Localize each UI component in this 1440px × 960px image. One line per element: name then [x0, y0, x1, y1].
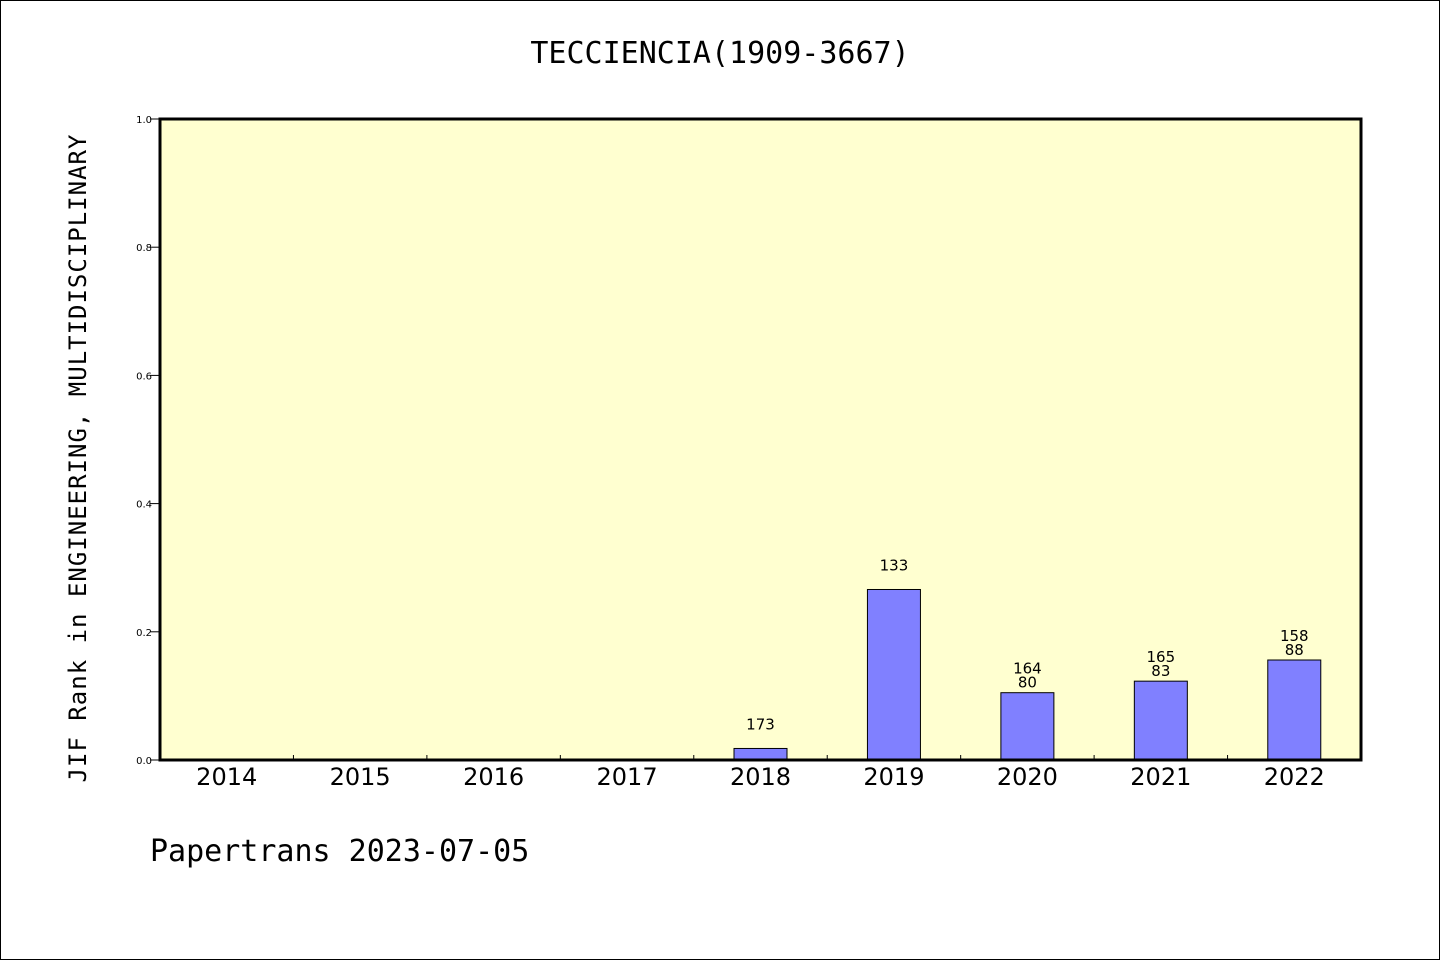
- x-tick-label: 2016: [463, 763, 524, 791]
- y-tick-label: 0.2: [136, 628, 152, 639]
- bar-data-label: 133: [880, 556, 909, 574]
- x-tick-label: 2014: [196, 763, 257, 791]
- y-tick-label: 0.8: [136, 243, 152, 254]
- y-tick-label: 0.6: [136, 371, 152, 382]
- bar-2021: [1133, 680, 1188, 761]
- y-tick-label: 0.0: [136, 756, 152, 767]
- plot-border: [158, 117, 1363, 762]
- bar-data-label: 80: [1018, 674, 1037, 692]
- bar-2020: [1000, 692, 1055, 761]
- bar-2022: [1267, 659, 1322, 761]
- bar-data-label: 173: [746, 715, 775, 733]
- bar-2019: [866, 588, 921, 761]
- bar-data-label: 164: [1013, 660, 1042, 678]
- bar-data-label: 158: [1280, 627, 1309, 645]
- x-tick-label: 2021: [1130, 763, 1191, 791]
- x-tick-label: 2018: [730, 763, 791, 791]
- x-tick-label: 2020: [997, 763, 1058, 791]
- footer-credit: Papertrans 2023-07-05: [150, 834, 530, 869]
- bar-data-label: 88: [1285, 641, 1304, 659]
- chart-title: TECCIENCIA(1909-3667): [530, 36, 910, 71]
- x-tick-label: 2022: [1264, 763, 1325, 791]
- x-tick-label: 2019: [863, 763, 924, 791]
- x-tick-label: 2017: [597, 763, 658, 791]
- x-tick-label: 2015: [330, 763, 391, 791]
- y-tick-label: 1.0: [136, 115, 152, 126]
- plot-area: [160, 119, 1361, 760]
- bar-2018: [733, 747, 788, 761]
- bar-data-label: 165: [1147, 648, 1176, 666]
- y-tick-label: 0.4: [136, 500, 152, 511]
- bar-data-label: 83: [1151, 662, 1170, 680]
